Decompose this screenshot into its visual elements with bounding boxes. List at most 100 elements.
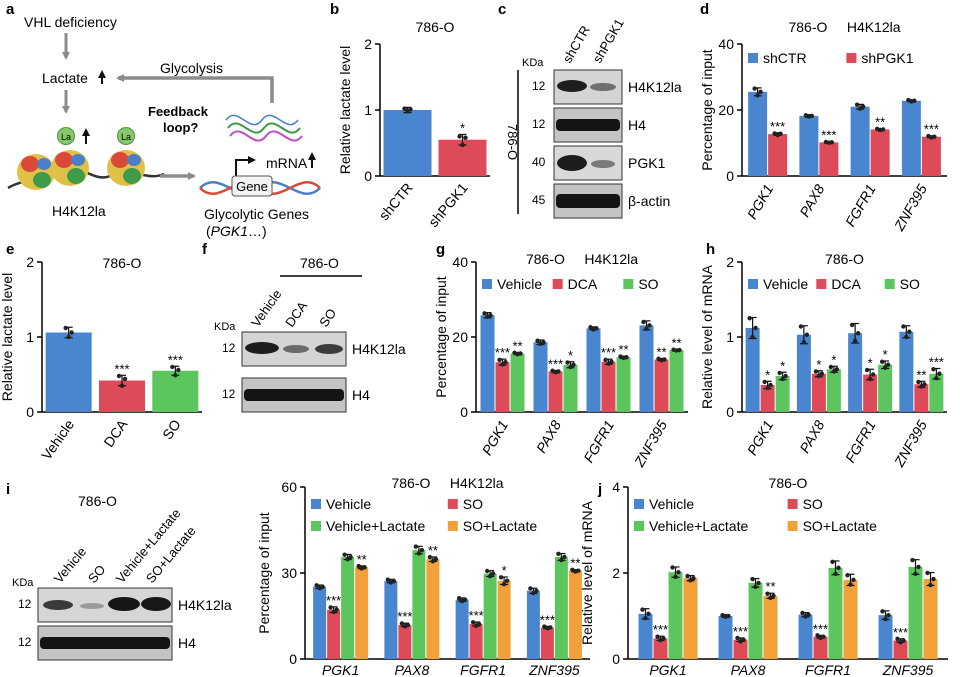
- bar: [668, 572, 683, 659]
- data-point: [735, 635, 740, 641]
- bar: [383, 110, 432, 176]
- data-point: [854, 102, 860, 107]
- legend-swatch: [634, 499, 644, 509]
- data-point: [928, 582, 933, 588]
- bar: [811, 373, 826, 412]
- data-point: [488, 313, 493, 318]
- bar: [526, 590, 540, 659]
- data-point: [879, 359, 885, 364]
- significance-label: ***: [770, 119, 785, 134]
- blot-name-text: H4: [628, 117, 646, 133]
- bar: [586, 328, 601, 412]
- chart-title: 786-O: [825, 251, 864, 267]
- bar: [568, 570, 582, 659]
- mw-text: 12: [222, 387, 236, 401]
- bar: [813, 636, 828, 659]
- y-tick-label: 2: [364, 36, 372, 52]
- y-tick-label: 2: [726, 254, 734, 270]
- bar: [733, 639, 748, 659]
- glycolysis-text: Glycolysis: [160, 60, 223, 76]
- data-point: [880, 609, 885, 614]
- data-point: [755, 92, 760, 98]
- data-point: [661, 636, 666, 641]
- bar: [893, 640, 908, 659]
- legend-swatch: [884, 279, 895, 289]
- lane-label-shpgk1: shPGK1: [590, 16, 627, 65]
- data-point: [777, 370, 782, 376]
- legend-label: DCA: [831, 276, 861, 292]
- panel-label: j: [597, 481, 602, 498]
- bar: [495, 362, 510, 412]
- x-tick-label: FGFR1: [842, 182, 879, 230]
- data-point: [534, 588, 539, 593]
- data-point: [594, 326, 599, 331]
- data-point: [907, 329, 912, 334]
- significance-label: ***: [653, 622, 668, 637]
- legend-swatch: [787, 499, 798, 509]
- significance-label: ***: [548, 356, 563, 371]
- data-point: [548, 625, 553, 630]
- legend-swatch: [748, 53, 758, 63]
- glycolytic-genes-text: Glycolytic Genes: [204, 206, 309, 222]
- bar: [327, 609, 341, 659]
- bar: [313, 586, 327, 659]
- data-point: [848, 582, 853, 587]
- significance-label: ***: [469, 608, 484, 623]
- data-point: [170, 364, 175, 370]
- bar: [819, 142, 839, 176]
- significance-label: ***: [733, 624, 748, 639]
- y-tick-label: 30: [281, 565, 297, 581]
- chart-title: 786-O: [769, 475, 808, 491]
- chart-title: 786-O H4K12la: [526, 251, 638, 267]
- significance-label: *: [816, 357, 821, 372]
- legend-label: Vehicle+Lactate: [649, 518, 748, 534]
- data-point: [677, 347, 682, 353]
- data-point: [771, 593, 776, 598]
- lane-label-shctr: shCTR: [560, 23, 593, 66]
- feedback-text: Feedback: [148, 104, 209, 119]
- data-point: [836, 565, 841, 571]
- y-axis-label: Relative lactate level: [337, 46, 353, 174]
- data-point: [801, 340, 807, 345]
- significance-label: ***: [893, 625, 908, 640]
- bar: [929, 373, 944, 412]
- legend-swatch: [552, 279, 563, 289]
- panel-label: g: [436, 241, 445, 258]
- data-point: [886, 612, 891, 618]
- mw-text: 45: [532, 193, 546, 207]
- legend-label: SO+Lactate: [803, 518, 878, 534]
- panel-i-blot: i 786-O KDa Vehicle SO Vehicle+Lactate S…: [6, 481, 232, 661]
- x-tick-label: PGK1: [744, 418, 777, 458]
- pgk1-note-text: (PGK1…): [206, 223, 267, 239]
- significance-label: ***: [924, 122, 939, 137]
- legend-swatch: [634, 521, 644, 531]
- nucleosome-left-icon: [17, 154, 55, 190]
- data-point: [334, 607, 339, 612]
- data-point: [556, 551, 561, 556]
- bar: [469, 624, 483, 659]
- x-tick-label: ZNF395: [890, 417, 930, 470]
- data-point: [320, 584, 325, 589]
- legend-swatch: [311, 499, 321, 509]
- data-point: [643, 615, 648, 621]
- x-tick-label: FGFR1: [805, 662, 851, 677]
- data-point: [416, 551, 422, 556]
- bar: [899, 331, 914, 412]
- data-point: [498, 575, 504, 580]
- bar: [45, 332, 92, 412]
- y-axis-label: Percentage of input: [433, 276, 449, 398]
- kda-text-c: KDa: [522, 57, 544, 69]
- legend-label: SO: [803, 496, 823, 512]
- bar: [768, 134, 788, 176]
- blot-name-text: H4: [178, 635, 196, 651]
- data-point: [780, 376, 785, 382]
- bar: [775, 376, 790, 412]
- data-point: [646, 611, 651, 617]
- kda-text-i: KDa: [12, 577, 34, 589]
- data-point: [402, 106, 407, 111]
- blot-row-pgk1-c: 40 PGK1: [532, 145, 666, 181]
- blot-name-text: H4K12la: [178, 597, 232, 613]
- data-point: [460, 142, 465, 148]
- significance-label: ***: [168, 352, 183, 367]
